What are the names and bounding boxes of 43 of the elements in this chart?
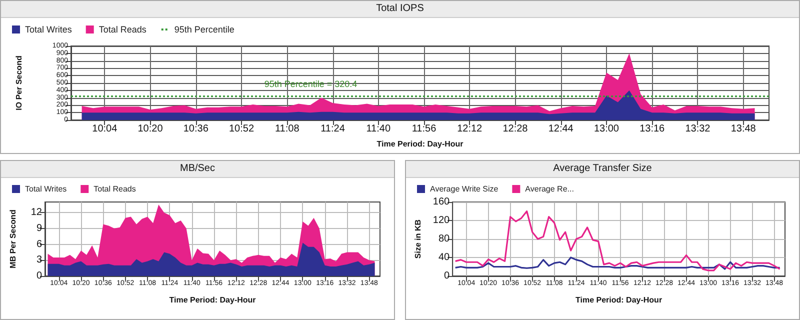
legend-label: Average Write Size <box>430 184 499 194</box>
legend-label: 95th Percentile <box>174 24 234 34</box>
x-tick-label: 10:52 <box>229 124 254 134</box>
legend-label: Total Writes <box>25 24 72 34</box>
y-tick-label: 40 <box>438 252 450 263</box>
x-tick-label: 11:08 <box>274 124 300 134</box>
x-tick-label: 13:32 <box>685 124 711 134</box>
legend-label: Total Writes <box>25 184 67 194</box>
x-tick-label: 10:20 <box>138 124 164 134</box>
x-tick-label: 12:12 <box>457 124 483 134</box>
line-series <box>454 256 781 270</box>
x-axis-title: Time Period: Day-Hour <box>376 140 464 148</box>
y-tick-label: 6 <box>36 238 42 250</box>
y-tick-label: 9 <box>36 222 42 234</box>
x-tick-label: 12:44 <box>548 124 574 134</box>
legend-label: Total Reads <box>94 184 136 194</box>
y-tick-label: 0 <box>36 270 42 282</box>
y-axis-title: MB Per Second <box>8 210 18 268</box>
chart-title: Total IOPS <box>1 1 799 18</box>
x-tick-label: 10:36 <box>183 124 209 134</box>
chart-title: MB/Sec <box>1 161 394 178</box>
x-tick-label: 12:28 <box>502 124 528 134</box>
x-axis-title: Time Period: Day-Hour <box>576 296 662 304</box>
y-tick-label: 0 <box>444 270 450 282</box>
x-tick-label: 13:48 <box>730 124 756 134</box>
y-tick-label: 80 <box>438 234 450 244</box>
x-tick-label: 11:56 <box>412 124 437 134</box>
y-axis-title: IO Per Second <box>14 56 24 110</box>
x-axis-title: Time Period: Day-Hour <box>169 296 256 304</box>
chart-title: Average Transfer Size <box>406 161 799 178</box>
y-tick-label: 160 <box>432 196 450 208</box>
y-tick-label: 12 <box>30 207 42 218</box>
x-tick-label: 11:40 <box>366 124 391 134</box>
legend-label: Total Reads <box>98 24 147 34</box>
y-tick-label: 3 <box>36 254 42 266</box>
line-series <box>454 210 781 272</box>
y-tick-label: 120 <box>432 215 450 226</box>
y-axis-title: Size in KB <box>414 219 422 259</box>
x-tick-label: 13:16 <box>640 124 666 134</box>
legend-label: Average Re... <box>525 184 574 194</box>
x-tick-label: 11:24 <box>320 124 346 134</box>
x-tick-label: 10:04 <box>92 124 118 134</box>
x-tick-label: 13:00 <box>594 124 620 134</box>
